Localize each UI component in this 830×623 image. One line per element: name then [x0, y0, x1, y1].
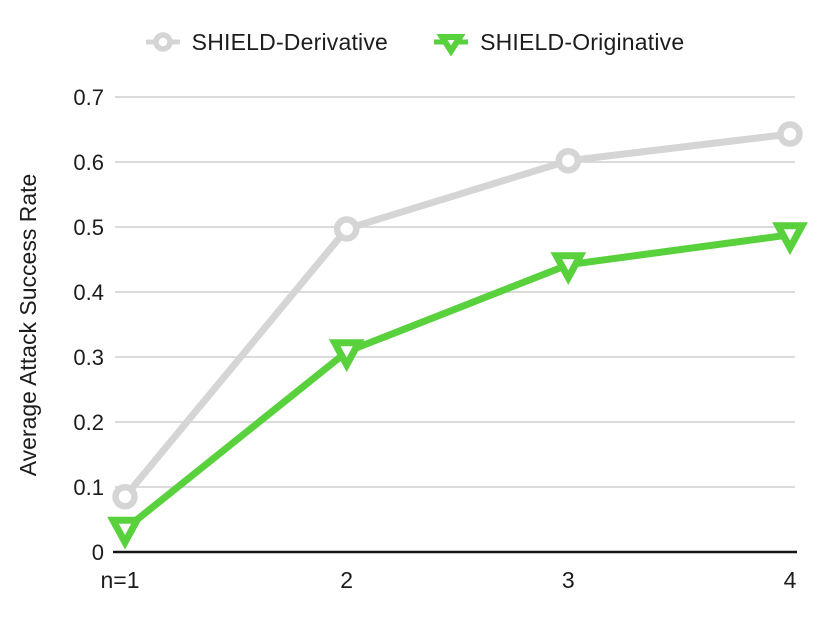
legend-label: SHIELD-Derivative [191, 28, 389, 55]
y-tick-label: 0.7 [73, 85, 104, 110]
y-tick-label: 0.1 [73, 475, 104, 500]
circle-marker [555, 147, 582, 174]
series-shield-originative [107, 222, 808, 550]
series-shield-derivative [112, 121, 803, 510]
legend: SHIELD-Derivative SHIELD-Originative [0, 28, 830, 56]
x-tick-label: 4 [784, 567, 797, 593]
triangle-down-marker [328, 339, 365, 373]
triangle-down-marker [772, 222, 808, 256]
y-tick-label: 0.3 [73, 345, 104, 370]
y-tick-label: 0.6 [73, 150, 104, 175]
circle-marker [777, 121, 803, 147]
y-axis-title: Average Attack Success Rate [15, 174, 41, 477]
legend-circle-marker-icon [145, 32, 180, 52]
x-tick-label: n=1 [100, 567, 139, 593]
circle-marker [112, 484, 138, 510]
y-tick-label: 0.2 [73, 410, 104, 435]
circle-marker [333, 216, 360, 242]
series-line [121, 231, 794, 533]
legend-triangle-marker-icon [434, 34, 469, 56]
triangle-down-marker [550, 252, 587, 286]
x-tick-label: 3 [562, 567, 575, 593]
x-tick-label: 2 [340, 567, 353, 593]
y-tick-label: 0.4 [73, 280, 104, 305]
y-tick-label: 0.5 [73, 215, 104, 240]
series-line [121, 130, 794, 501]
legend-item-originative: SHIELD-Originative [434, 28, 684, 56]
y-tick-label: 0 [92, 540, 104, 565]
legend-item-derivative: SHIELD-Derivative [145, 28, 389, 56]
legend-label: SHIELD-Originative [480, 28, 685, 55]
triangle-down-marker [107, 516, 143, 550]
